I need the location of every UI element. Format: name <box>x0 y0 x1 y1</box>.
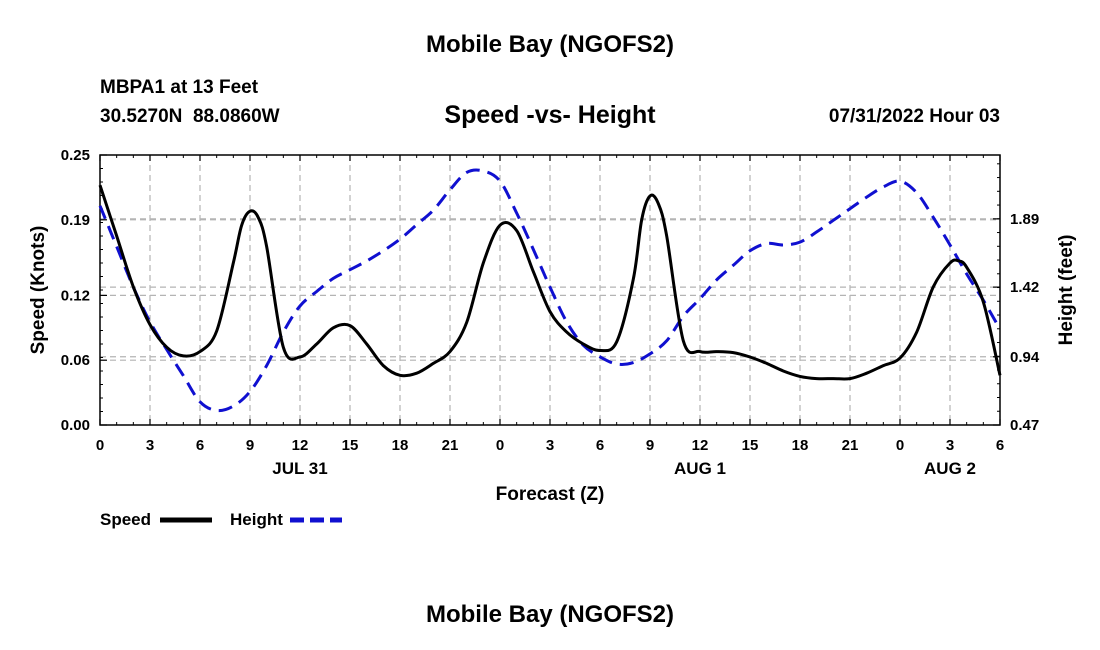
x-tick-label: 18 <box>392 437 409 454</box>
page-title: Mobile Bay (NGOFS2) <box>425 31 675 58</box>
right-axis-label: Height (feet) <box>1056 235 1077 346</box>
left-tick-label: 0.12 <box>61 287 90 304</box>
grid-lines <box>100 155 1000 425</box>
x-tick-label: 3 <box>946 437 954 454</box>
left-tick-label: 0.06 <box>61 352 90 369</box>
left-tick-label: 0.00 <box>61 417 90 434</box>
x-tick-label: 3 <box>546 437 554 454</box>
right-tick-label: 1.42 <box>1010 279 1039 296</box>
date-label: AUG 1 <box>674 459 726 478</box>
x-tick-label: 0 <box>96 437 104 454</box>
x-tick-label: 9 <box>246 437 254 454</box>
x-tick-label: 6 <box>196 437 204 454</box>
x-tick-label: 15 <box>742 437 759 454</box>
right-tick-label: 0.94 <box>1010 349 1040 366</box>
right-tick-label: 0.47 <box>1010 417 1039 434</box>
legend: Speed Height <box>100 510 342 529</box>
height-series-line <box>98 168 1002 413</box>
x-tick-label: 6 <box>596 437 604 454</box>
x-tick-label: 18 <box>792 437 809 454</box>
footer-title: Mobile Bay (NGOFS2) <box>425 601 675 628</box>
x-axis-label: Forecast (Z) <box>496 484 605 505</box>
x-tick-label: 0 <box>496 437 504 454</box>
right-tick-label: 1.89 <box>1010 211 1039 228</box>
x-tick-label: 12 <box>692 437 709 454</box>
x-tick-label: 15 <box>342 437 359 454</box>
axis-ticks <box>99 154 1001 426</box>
left-axis-label: Speed (Knots) <box>28 226 49 355</box>
x-tick-label: 6 <box>996 437 1004 454</box>
x-tick-label: 12 <box>292 437 309 454</box>
chart-title: Speed -vs- Height <box>444 101 656 129</box>
legend-speed-label: Speed <box>100 510 151 529</box>
x-tick-label: 9 <box>646 437 654 454</box>
x-tick-label: 21 <box>842 437 859 454</box>
station-coordinates: 30.5270N 88.0860W <box>100 106 280 127</box>
date-label: AUG 2 <box>924 459 976 478</box>
left-tick-label: 0.19 <box>61 212 90 229</box>
x-tick-label: 0 <box>896 437 904 454</box>
x-tick-label: 21 <box>442 437 459 454</box>
x-tick-label: 3 <box>146 437 154 454</box>
station-label: MBPA1 at 13 Feet <box>100 77 259 98</box>
legend-height-label: Height <box>230 510 283 529</box>
date-label: JUL 31 <box>272 459 327 478</box>
left-tick-label: 0.25 <box>61 147 90 164</box>
forecast-datetime: 07/31/2022 Hour 03 <box>828 106 1000 127</box>
axis-tick-labels: 0 3 6 9 12 15 18 21 0 3 6 9 12 15 18 21 0 3 6 JUL 31 AUG 1 AU… <box>61 147 1040 478</box>
speed-series-line <box>98 184 1002 381</box>
